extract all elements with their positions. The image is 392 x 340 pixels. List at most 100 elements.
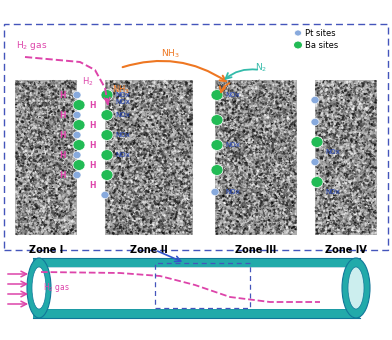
Point [256, 80, 263, 85]
Point [31, 204, 37, 210]
Point [234, 133, 240, 139]
Point [233, 127, 239, 132]
Point [115, 160, 121, 166]
Point [240, 85, 246, 91]
Point [229, 225, 235, 231]
Point [256, 144, 263, 150]
Text: NH$_3$: NH$_3$ [112, 84, 130, 96]
Point [122, 203, 128, 208]
Point [51, 142, 58, 148]
Point [236, 143, 242, 148]
Point [253, 201, 260, 206]
Point [223, 205, 229, 210]
Point [258, 202, 264, 207]
Point [321, 138, 327, 143]
Point [352, 103, 358, 108]
Point [225, 115, 232, 120]
Point [54, 135, 61, 140]
Point [130, 154, 136, 160]
Point [162, 189, 168, 194]
Point [141, 172, 147, 178]
Point [40, 131, 46, 136]
Point [141, 101, 147, 106]
Point [276, 97, 282, 103]
Point [69, 194, 75, 199]
Point [339, 163, 346, 168]
Point [161, 91, 167, 96]
Point [38, 194, 44, 199]
Point [365, 183, 372, 188]
Point [49, 130, 56, 136]
Point [222, 221, 228, 226]
Point [325, 229, 331, 235]
Point [109, 107, 116, 113]
Point [142, 168, 148, 174]
Point [220, 186, 227, 191]
Point [263, 229, 270, 234]
Point [134, 119, 140, 125]
Point [368, 122, 375, 127]
Point [111, 231, 117, 236]
Point [229, 171, 235, 176]
Point [62, 90, 68, 95]
Point [327, 170, 334, 175]
Point [150, 127, 156, 132]
Point [221, 102, 227, 107]
Point [245, 217, 251, 223]
Point [179, 197, 185, 202]
Point [321, 122, 327, 128]
Point [255, 151, 261, 157]
Point [232, 119, 239, 125]
Point [234, 94, 240, 99]
Point [159, 141, 165, 146]
Point [150, 122, 156, 128]
Point [332, 202, 339, 208]
Point [122, 191, 128, 196]
Point [252, 97, 258, 102]
Point [174, 125, 180, 131]
Point [263, 103, 270, 108]
Point [322, 151, 328, 156]
Point [156, 157, 162, 163]
Point [47, 189, 54, 194]
Point [112, 125, 118, 130]
Point [175, 113, 181, 118]
Point [162, 110, 168, 116]
Point [327, 141, 334, 147]
Point [184, 226, 191, 232]
Point [175, 166, 181, 171]
Point [365, 210, 372, 216]
Point [171, 113, 177, 118]
Point [58, 216, 65, 221]
Point [285, 91, 291, 97]
Point [36, 127, 42, 132]
Point [18, 112, 24, 117]
Point [287, 159, 294, 165]
Point [225, 133, 231, 138]
Point [30, 125, 36, 131]
Point [61, 192, 67, 198]
Point [252, 122, 258, 128]
Point [279, 125, 285, 131]
Point [343, 174, 349, 180]
Point [282, 126, 288, 131]
Point [124, 116, 130, 121]
Point [122, 158, 129, 163]
Point [281, 191, 287, 196]
Point [173, 140, 179, 146]
Point [149, 195, 156, 201]
Point [31, 198, 37, 203]
Point [349, 97, 355, 102]
Point [346, 226, 352, 232]
Point [22, 82, 28, 87]
Point [56, 137, 62, 142]
Point [334, 197, 341, 203]
Point [235, 144, 241, 149]
Point [122, 149, 128, 154]
Point [57, 192, 63, 197]
Point [179, 182, 185, 187]
Point [315, 228, 321, 234]
Point [343, 228, 349, 234]
Point [189, 92, 195, 97]
Point [117, 80, 123, 85]
